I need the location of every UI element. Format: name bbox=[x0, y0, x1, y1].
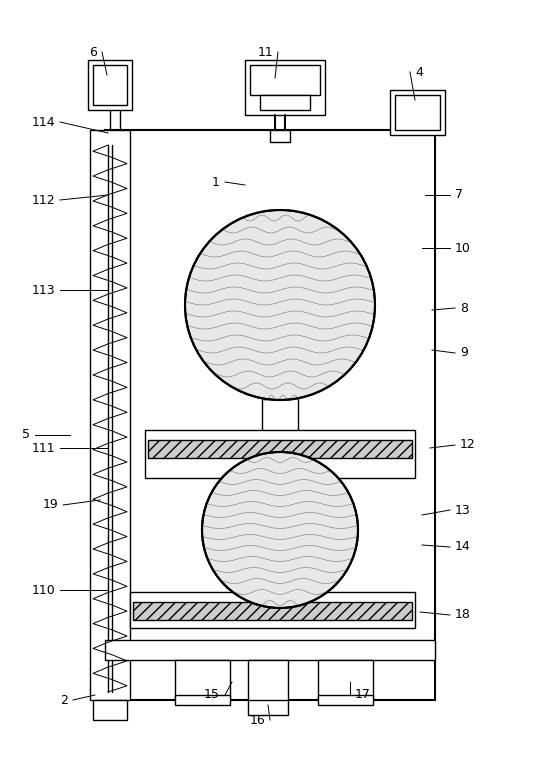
Text: 9: 9 bbox=[460, 347, 468, 360]
Polygon shape bbox=[214, 160, 346, 224]
Text: 16: 16 bbox=[249, 713, 265, 726]
Text: 12: 12 bbox=[460, 439, 476, 452]
Bar bbox=[105, 130, 435, 700]
Text: 10: 10 bbox=[455, 241, 471, 254]
Bar bbox=[250, 65, 320, 95]
Bar bbox=[260, 95, 310, 110]
Bar bbox=[133, 602, 412, 620]
Text: 15: 15 bbox=[204, 688, 220, 701]
Text: 110: 110 bbox=[31, 584, 55, 597]
Bar bbox=[318, 695, 373, 705]
Bar bbox=[148, 440, 412, 458]
Text: 112: 112 bbox=[31, 194, 55, 206]
Text: 6: 6 bbox=[89, 46, 97, 58]
Polygon shape bbox=[361, 275, 435, 335]
Bar bbox=[130, 592, 415, 628]
Bar bbox=[88, 60, 132, 110]
Text: 2: 2 bbox=[60, 694, 68, 707]
Bar bbox=[145, 430, 415, 478]
Text: 114: 114 bbox=[31, 115, 55, 128]
Bar bbox=[93, 700, 127, 720]
Text: 1: 1 bbox=[212, 175, 220, 188]
Text: 19: 19 bbox=[42, 499, 58, 512]
Text: 5: 5 bbox=[22, 429, 30, 442]
Text: 11: 11 bbox=[257, 46, 273, 58]
Polygon shape bbox=[229, 464, 330, 470]
Bar bbox=[175, 660, 230, 700]
Text: 13: 13 bbox=[455, 503, 470, 517]
Polygon shape bbox=[125, 505, 214, 555]
Bar bbox=[245, 60, 325, 115]
Text: 8: 8 bbox=[460, 301, 468, 314]
Polygon shape bbox=[125, 275, 199, 335]
Polygon shape bbox=[130, 165, 175, 200]
Bar bbox=[248, 660, 288, 715]
Text: 17: 17 bbox=[355, 688, 371, 701]
Bar bbox=[270, 130, 290, 142]
Circle shape bbox=[185, 210, 375, 400]
Bar bbox=[318, 660, 373, 700]
Bar bbox=[390, 90, 445, 135]
Text: 111: 111 bbox=[31, 442, 55, 455]
Bar bbox=[90, 130, 130, 700]
Polygon shape bbox=[346, 505, 435, 555]
Circle shape bbox=[202, 452, 358, 608]
Text: 113: 113 bbox=[31, 284, 55, 297]
Bar bbox=[175, 695, 230, 705]
Bar bbox=[395, 95, 440, 130]
Bar bbox=[105, 640, 435, 660]
Bar bbox=[93, 65, 127, 105]
Text: 7: 7 bbox=[455, 188, 463, 201]
Text: 18: 18 bbox=[455, 609, 471, 622]
Text: 14: 14 bbox=[455, 540, 470, 553]
Text: 4: 4 bbox=[415, 65, 423, 78]
